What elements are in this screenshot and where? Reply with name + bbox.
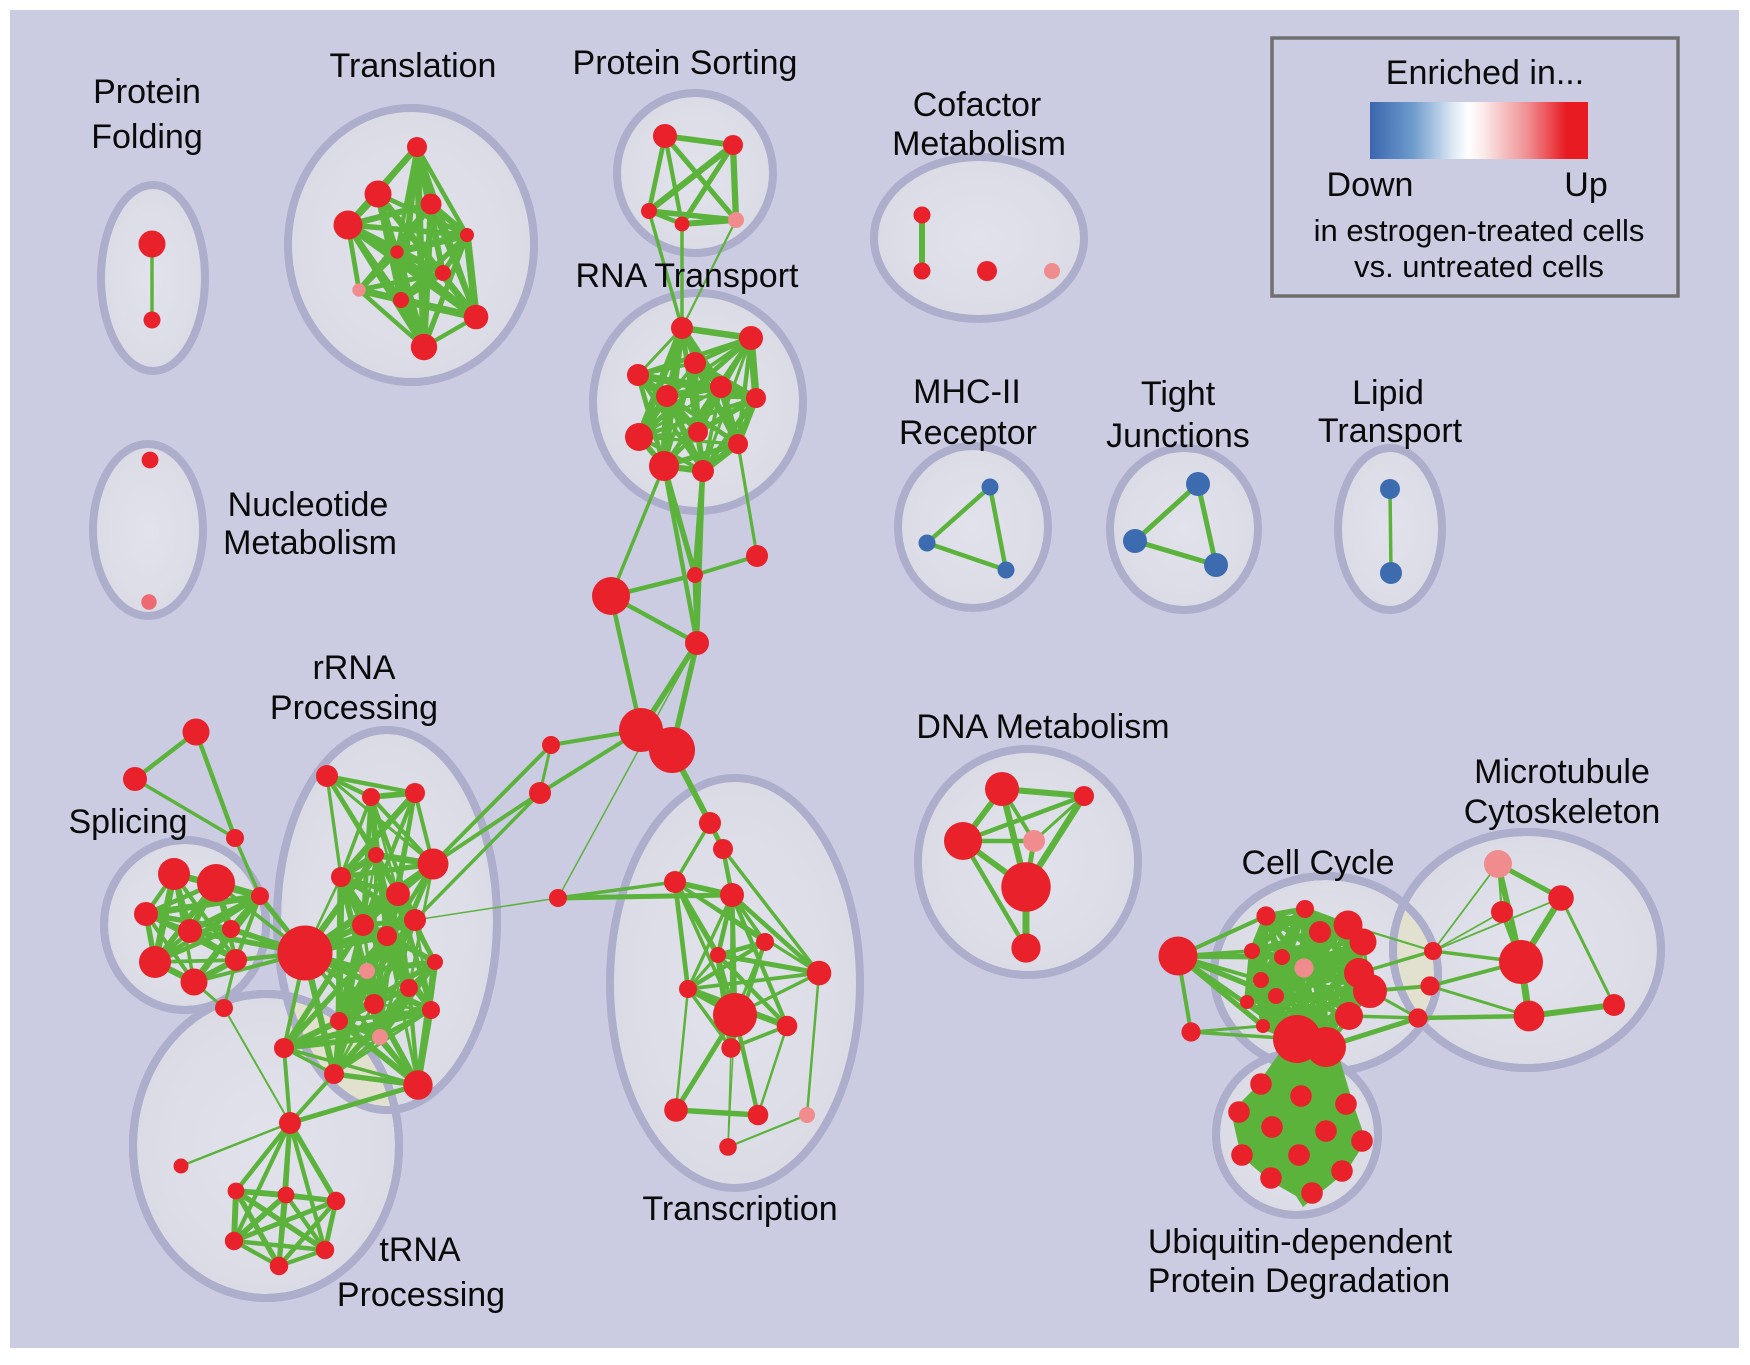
svg-text:Lipid: Lipid [1352,374,1424,412]
svg-text:Transport: Transport [1318,412,1463,450]
svg-text:Enriched in...: Enriched in... [1386,54,1584,92]
svg-text:MHC-II: MHC-II [913,373,1021,411]
svg-text:RNA Transport: RNA Transport [576,257,800,295]
svg-text:Ubiquitin-dependent: Ubiquitin-dependent [1148,1223,1453,1261]
svg-text:Cofactor: Cofactor [913,86,1042,124]
svg-text:Protein: Protein [93,73,201,111]
svg-text:Translation: Translation [330,47,497,85]
svg-text:Protein Degradation: Protein Degradation [1148,1262,1450,1300]
svg-text:Microtubule: Microtubule [1474,753,1650,791]
svg-text:vs. untreated cells: vs. untreated cells [1354,249,1604,284]
svg-text:Metabolism: Metabolism [223,524,397,562]
svg-text:Protein Sorting: Protein Sorting [573,44,798,82]
svg-text:Metabolism: Metabolism [892,125,1066,163]
svg-text:rRNA: rRNA [312,649,395,687]
svg-text:Cytoskeleton: Cytoskeleton [1464,793,1661,831]
svg-text:Tight: Tight [1141,375,1216,413]
svg-text:tRNA: tRNA [379,1231,461,1269]
svg-text:in estrogen-treated cells: in estrogen-treated cells [1314,213,1645,248]
svg-text:Down: Down [1327,166,1414,204]
svg-text:DNA Metabolism: DNA Metabolism [916,708,1169,746]
svg-text:Processing: Processing [337,1276,505,1314]
svg-text:Cell Cycle: Cell Cycle [1241,844,1394,882]
svg-text:Junctions: Junctions [1106,417,1250,455]
svg-text:Up: Up [1564,166,1607,204]
svg-text:Folding: Folding [91,118,203,156]
svg-text:Splicing: Splicing [68,803,187,841]
svg-text:Processing: Processing [270,689,438,727]
svg-text:Nucleotide: Nucleotide [228,486,389,524]
svg-text:Transcription: Transcription [642,1190,837,1228]
svg-text:Receptor: Receptor [899,414,1037,452]
